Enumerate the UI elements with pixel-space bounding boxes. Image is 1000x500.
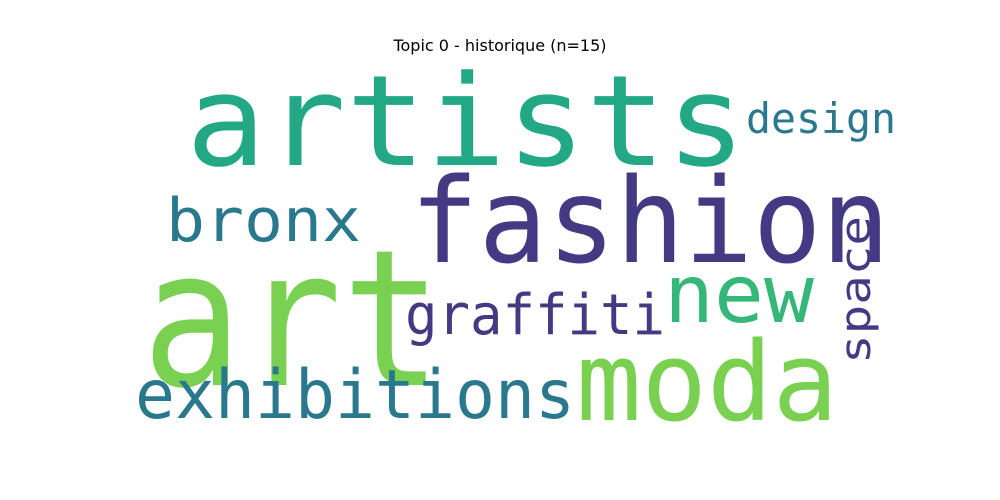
word-exhibitions: exhibitions — [135, 356, 575, 435]
word-new: new — [664, 248, 815, 341]
word-bronx: bronx — [166, 186, 361, 256]
word-graffiti: graffiti — [405, 283, 665, 348]
word-moda: moda — [576, 318, 838, 446]
word-fashion: fashion — [410, 152, 890, 290]
word-art: art — [142, 209, 442, 430]
word-design: design — [746, 94, 896, 143]
chart-title: Topic 0 - historique (n=15) — [393, 36, 607, 55]
word-space: space — [831, 216, 880, 364]
word-artists: artists — [186, 48, 746, 195]
